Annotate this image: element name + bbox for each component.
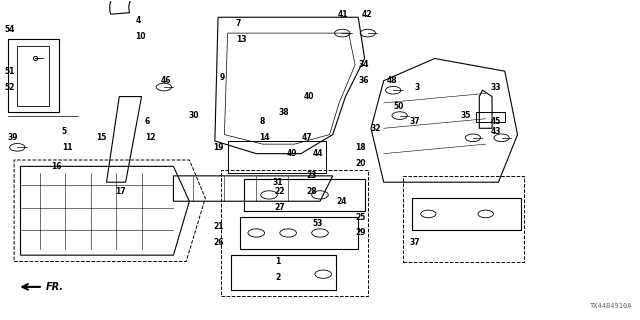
Text: 37: 37 [409,117,420,126]
Text: 10: 10 [135,32,146,41]
Text: 39: 39 [8,133,19,142]
Text: 45: 45 [491,117,501,126]
Text: 32: 32 [371,124,381,133]
Text: 51: 51 [4,67,15,76]
Text: 36: 36 [358,76,369,85]
Text: 24: 24 [336,197,346,206]
Text: 8: 8 [259,117,265,126]
Text: 53: 53 [312,219,323,228]
Text: 34: 34 [358,60,369,69]
Text: 37: 37 [409,238,420,247]
Text: 52: 52 [4,83,15,92]
Text: 46: 46 [161,76,171,85]
Text: 15: 15 [96,133,106,142]
Text: 21: 21 [214,222,224,231]
Text: 49: 49 [287,149,298,158]
Text: 5: 5 [62,127,67,136]
Text: 31: 31 [272,178,283,187]
Text: 9: 9 [220,73,225,82]
Text: 2: 2 [275,273,281,282]
Text: 44: 44 [312,149,323,158]
Text: 13: 13 [236,35,246,44]
Text: 18: 18 [355,143,365,152]
Text: 7: 7 [236,19,241,28]
Text: 19: 19 [214,143,224,152]
Text: 25: 25 [355,212,365,222]
Text: 20: 20 [355,159,365,168]
Text: 42: 42 [362,10,372,19]
Text: 47: 47 [302,133,313,142]
Text: TX44B4910A: TX44B4910A [589,303,632,309]
Text: 38: 38 [278,108,289,117]
Text: 27: 27 [274,203,285,212]
Text: 1: 1 [275,257,281,266]
Text: 35: 35 [460,111,470,120]
Text: 30: 30 [188,111,198,120]
Text: 54: 54 [4,25,15,35]
Text: 23: 23 [306,172,317,180]
Text: 3: 3 [414,83,420,92]
Text: 43: 43 [491,127,501,136]
Text: 16: 16 [51,162,61,171]
Text: 26: 26 [214,238,224,247]
Text: 17: 17 [115,187,125,196]
Text: 41: 41 [338,10,348,19]
Text: 4: 4 [135,16,140,25]
Text: 50: 50 [394,101,404,111]
Text: 40: 40 [304,92,315,101]
Text: 28: 28 [306,187,317,196]
Text: 33: 33 [491,83,501,92]
Text: 11: 11 [62,143,72,152]
Text: 29: 29 [355,228,365,237]
Text: 14: 14 [259,133,270,142]
Text: 22: 22 [274,187,285,196]
Text: 12: 12 [145,133,156,142]
Text: FR.: FR. [46,282,64,292]
Text: 48: 48 [387,76,397,85]
Text: 6: 6 [145,117,150,126]
